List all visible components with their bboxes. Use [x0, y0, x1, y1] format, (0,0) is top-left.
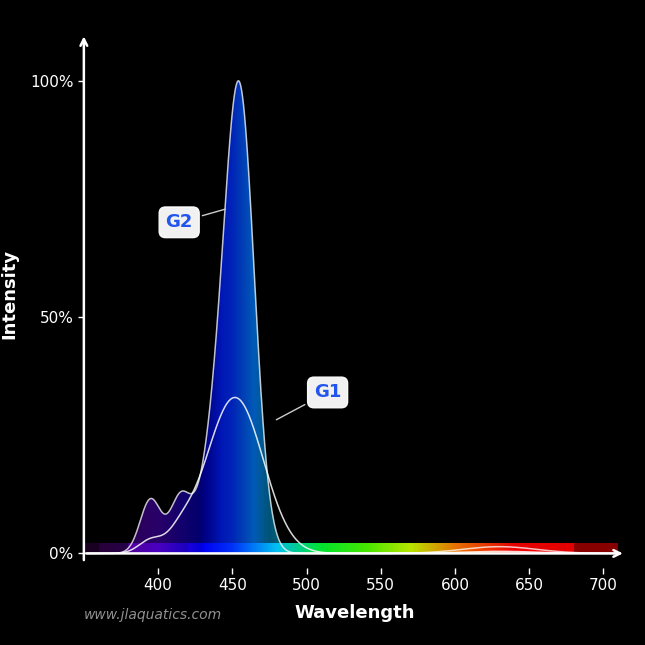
Text: G2: G2 [166, 209, 225, 232]
Text: G1: G1 [276, 384, 341, 420]
X-axis label: Wavelength: Wavelength [295, 604, 415, 622]
Y-axis label: Intensity: Intensity [1, 248, 19, 339]
Text: www.jlaquatics.com: www.jlaquatics.com [84, 608, 222, 622]
